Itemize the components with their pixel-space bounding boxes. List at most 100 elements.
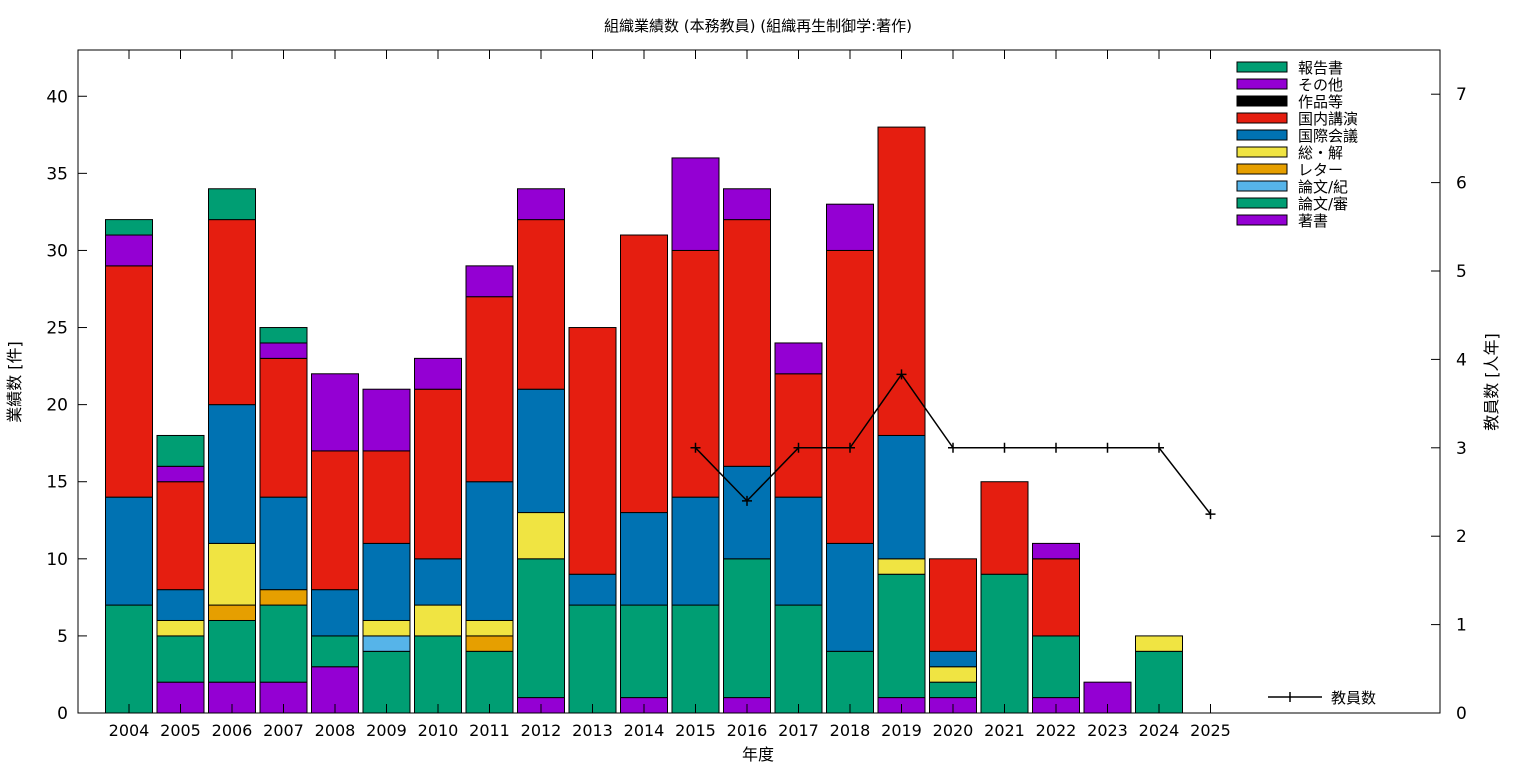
x-tick-label: 2022 bbox=[1036, 721, 1077, 740]
bar-segment bbox=[414, 357, 462, 390]
legend-swatch bbox=[1236, 61, 1288, 73]
x-tick-label: 2011 bbox=[469, 721, 510, 740]
bar-segment bbox=[259, 589, 308, 606]
x-tick-label: 2017 bbox=[778, 721, 819, 740]
x-tick-label: 2015 bbox=[675, 721, 716, 740]
bar-segment bbox=[929, 666, 977, 683]
bar-segment bbox=[465, 265, 514, 298]
x-tick-label: 2004 bbox=[109, 721, 150, 740]
x-tick-label: 2021 bbox=[984, 721, 1025, 740]
bar-segment bbox=[414, 558, 462, 606]
bar-segment bbox=[465, 635, 514, 652]
bar-segment bbox=[620, 234, 668, 514]
x-tick-label: 2018 bbox=[830, 721, 871, 740]
legend-swatch bbox=[1236, 197, 1288, 209]
x-tick-label: 2005 bbox=[160, 721, 201, 740]
bar-segment bbox=[208, 542, 256, 606]
bar-segment bbox=[774, 496, 823, 606]
y-tick-label: 5 bbox=[57, 627, 68, 647]
bar-segment bbox=[929, 681, 977, 699]
bar-segment bbox=[259, 327, 308, 344]
bar-segment bbox=[465, 619, 514, 637]
x-tick-label: 2019 bbox=[881, 721, 922, 740]
bar-segment bbox=[105, 265, 153, 498]
bar-segment bbox=[311, 589, 359, 637]
bar-segment bbox=[517, 512, 565, 560]
y2-tick-label: 4 bbox=[1456, 350, 1467, 370]
bar-segment bbox=[414, 604, 462, 637]
bar-segment bbox=[465, 296, 514, 483]
legend-swatch bbox=[1236, 146, 1288, 158]
legend-label: レター bbox=[1298, 161, 1343, 179]
bar-segment bbox=[980, 573, 1029, 714]
bar-segment bbox=[568, 604, 617, 714]
bar-segment bbox=[156, 434, 205, 467]
legend-label: 報告書 bbox=[1298, 59, 1343, 77]
faculty-line-point bbox=[1205, 509, 1216, 520]
bar-segment bbox=[311, 373, 359, 452]
bar-segment bbox=[362, 619, 411, 637]
x-tick-label: 2013 bbox=[572, 721, 613, 740]
faculty-line-point bbox=[1154, 442, 1164, 453]
bar-segment bbox=[877, 573, 926, 699]
bar-segment bbox=[877, 126, 926, 436]
bar-segment bbox=[671, 157, 720, 251]
legend-swatch bbox=[1236, 78, 1288, 90]
bar-segment bbox=[311, 635, 359, 668]
bar-segment bbox=[465, 481, 514, 621]
y2-tick-label: 3 bbox=[1456, 439, 1467, 459]
bar-segment bbox=[517, 388, 565, 514]
bar-segment bbox=[105, 219, 153, 236]
faculty-line-point bbox=[793, 442, 804, 453]
y-tick-label: 25 bbox=[46, 319, 68, 339]
bar-segment bbox=[259, 604, 308, 683]
y2-tick-label: 1 bbox=[1456, 616, 1467, 636]
bar-segment bbox=[1032, 542, 1080, 560]
y-tick-label: 20 bbox=[46, 396, 68, 416]
x-tick-label: 2016 bbox=[727, 721, 768, 740]
faculty-line-layer bbox=[690, 369, 1216, 520]
bar-segment bbox=[208, 604, 256, 621]
chart-title: 組織業績数 (本務教員) (組織再生制御学:著作) bbox=[604, 17, 912, 35]
y-tick-label: 15 bbox=[46, 473, 68, 493]
y2-tick-label: 6 bbox=[1456, 174, 1467, 194]
x-tick-label: 2025 bbox=[1190, 721, 1231, 740]
bar-segment bbox=[156, 635, 205, 683]
bar-segment bbox=[774, 604, 823, 714]
bars-layer bbox=[105, 126, 1183, 714]
legend-label: 作品等 bbox=[1298, 93, 1343, 111]
bar-segment bbox=[826, 650, 874, 714]
bar-segment bbox=[877, 434, 926, 560]
bar-segment bbox=[1032, 635, 1080, 699]
faculty-line-point bbox=[1102, 442, 1113, 453]
bar-segment bbox=[105, 604, 153, 714]
x-tick-label: 2007 bbox=[263, 721, 304, 740]
bar-segment bbox=[723, 465, 771, 560]
bar-segment bbox=[259, 342, 308, 359]
legend-label: 論文/紀 bbox=[1298, 178, 1348, 196]
plot-frame bbox=[77, 49, 1441, 714]
bar-segment bbox=[156, 481, 205, 591]
bar-segment bbox=[517, 558, 565, 699]
legend-label: 国際会議 bbox=[1298, 127, 1358, 145]
bar-segment bbox=[774, 342, 823, 375]
legend-swatch bbox=[1236, 180, 1288, 192]
bar-segment bbox=[1135, 635, 1183, 652]
bar-segment bbox=[1032, 558, 1080, 637]
legend-label: 著書 bbox=[1298, 212, 1328, 230]
y-tick-label: 30 bbox=[46, 241, 68, 261]
legend-label: 総・解 bbox=[1298, 144, 1343, 162]
y-tick-label: 35 bbox=[46, 164, 68, 184]
bar-segment bbox=[620, 604, 668, 699]
y2-tick-label: 7 bbox=[1456, 85, 1467, 105]
legend-swatch bbox=[1236, 95, 1288, 107]
bar-segment bbox=[620, 512, 668, 606]
x-tick-label: 2020 bbox=[933, 721, 974, 740]
x-axis-label: 年度 bbox=[742, 745, 774, 764]
bar-segment bbox=[208, 619, 256, 683]
legend-label: その他 bbox=[1298, 76, 1343, 94]
faculty-line-point bbox=[845, 442, 855, 453]
legend-label: 論文/審 bbox=[1298, 195, 1348, 213]
legend-swatch bbox=[1236, 163, 1288, 175]
